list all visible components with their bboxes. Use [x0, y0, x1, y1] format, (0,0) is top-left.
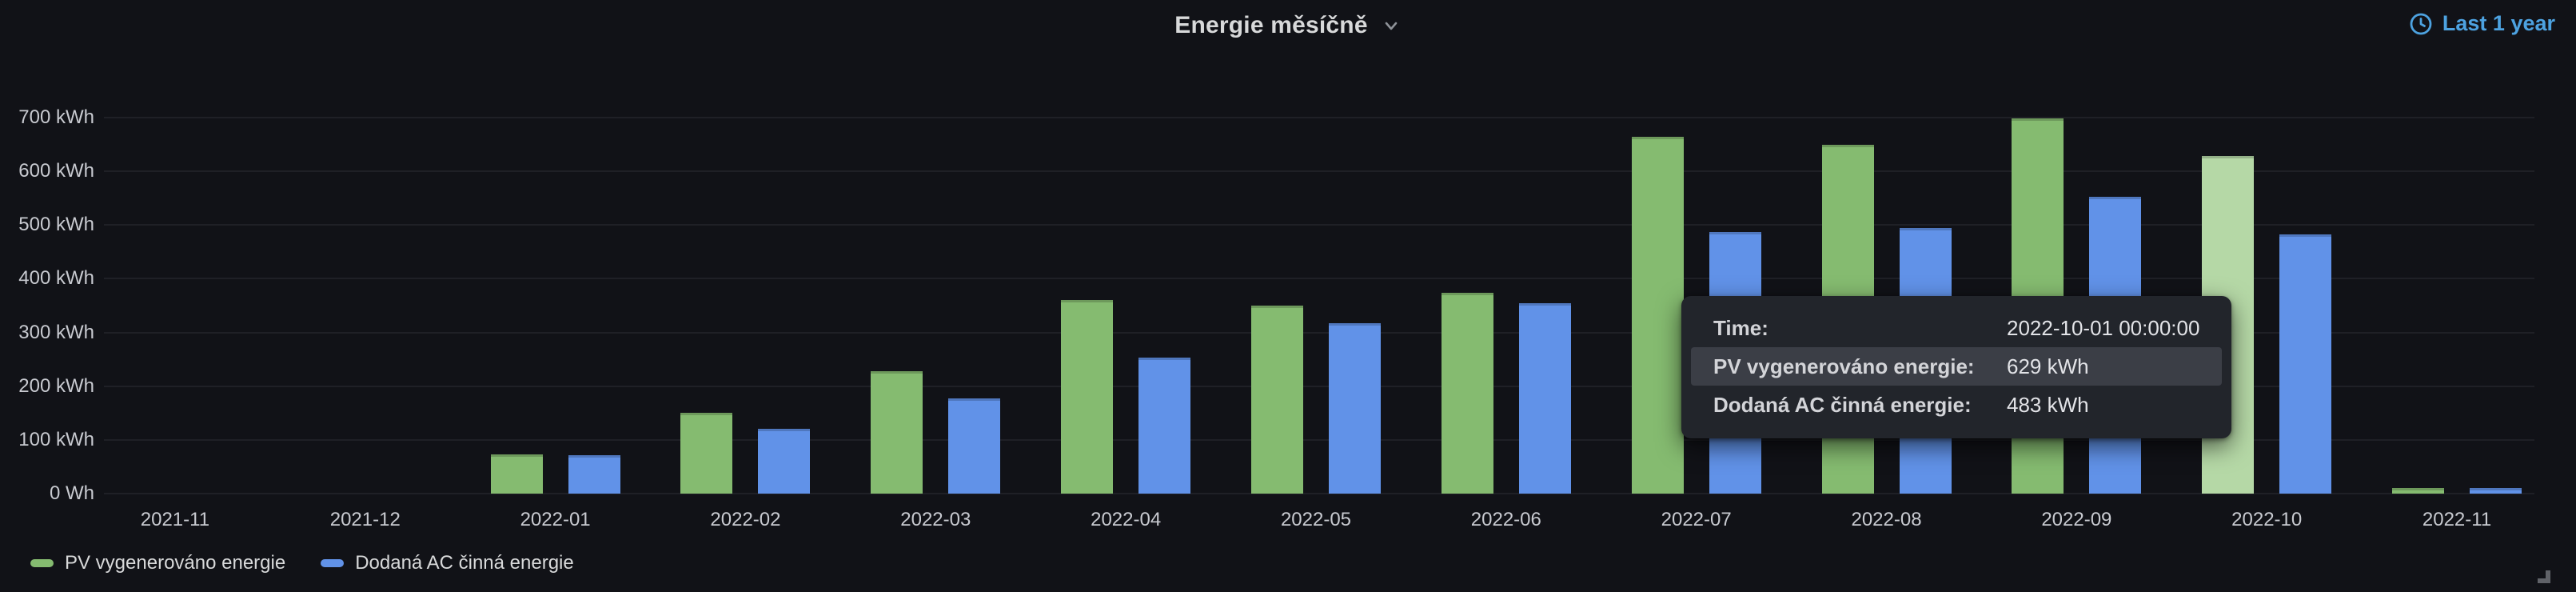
gridline [104, 438, 2534, 441]
bar-2022-02-pv[interactable] [680, 413, 733, 494]
bar-2022-10-ac[interactable] [2279, 234, 2332, 494]
x-axis-tick-label: 2022-07 [1661, 509, 1732, 530]
y-axis-tick-label: 600 kWh [18, 160, 94, 182]
gridline [104, 385, 2534, 387]
bar-2022-06-ac[interactable] [1518, 303, 1571, 494]
bar-2022-11-pv[interactable] [2392, 488, 2445, 494]
x-axis-tick-label: 2022-11 [2422, 509, 2492, 530]
legend-item-ac[interactable]: Dodaná AC činná energie [321, 552, 574, 574]
tooltip-label: PV vygenerováno energie: [1713, 354, 1975, 378]
x-axis-tick-label: 2021-11 [140, 509, 210, 530]
x-axis-tick-label: 2022-01 [520, 509, 591, 530]
bar-group-2022-11 [2362, 104, 2552, 494]
x-axis-tick-label: 2022-05 [1280, 509, 1352, 530]
panel-title-menu[interactable]: Energie měsíčně [1174, 12, 1401, 39]
bar-2022-04-ac[interactable] [1138, 358, 1191, 494]
legend-item-pv[interactable]: PV vygenerováno energie [30, 552, 285, 574]
tooltip-value: 483 kWh [2007, 392, 2089, 417]
bar-2022-06-pv[interactable] [1441, 293, 1493, 494]
bar-2022-05-pv[interactable] [1250, 306, 1303, 494]
bar-group-2022-05 [1221, 104, 1411, 494]
y-axis-tick-label: 100 kWh [18, 428, 94, 450]
bar-2022-11-ac[interactable] [2470, 488, 2522, 494]
tooltip-row-pv: PV vygenerováno energie: 629 kWh [1691, 347, 2222, 386]
x-axis-tick-label: 2022-10 [2231, 509, 2303, 530]
panel-header: Energie měsíčně [0, 10, 2576, 42]
x-axis-tick-label: 2022-03 [900, 509, 971, 530]
bar-2022-01-pv[interactable] [490, 454, 543, 494]
gridline [104, 493, 2534, 494]
y-axis-tick-label: 200 kWh [18, 374, 94, 397]
time-range-picker[interactable]: Last 1 year [2409, 11, 2555, 36]
x-axis-tick-label: 2022-04 [1091, 509, 1162, 530]
gridline [104, 117, 2534, 118]
x-axis-tick-label: 2022-06 [1470, 509, 1541, 530]
x-axis: 2021-11 2021-12 2022-01 2022-02 2022-03 2022-… [80, 509, 2552, 531]
bar-group-2022-04 [1031, 104, 1221, 494]
legend-label: PV vygenerováno energie [65, 552, 286, 574]
chart-tooltip: Time: 2022-10-01 00:00:00 PV vygenerován… [1681, 296, 2231, 438]
x-axis-tick-label: 2022-02 [710, 509, 781, 530]
panel-resize-handle[interactable] [2538, 570, 2550, 587]
bar-2022-04-pv[interactable] [1061, 300, 1114, 494]
bar-2022-05-ac[interactable] [1328, 323, 1381, 494]
legend: PV vygenerováno energie Dodaná AC činná … [30, 552, 574, 574]
tooltip-label: Dodaná AC činná energie: [1713, 392, 1972, 417]
bar-2022-01-ac[interactable] [568, 455, 620, 494]
bar-group-2022-01 [461, 104, 651, 494]
bar-group-2021-11 [80, 104, 270, 494]
bar-group-2021-12 [270, 104, 461, 494]
gridline [104, 170, 2534, 173]
y-axis-tick-label: 300 kWh [18, 321, 94, 343]
y-axis-tick-label: 500 kWh [18, 214, 94, 236]
tooltip-value: 629 kWh [2007, 354, 2089, 378]
x-axis-tick-label: 2022-09 [2041, 509, 2112, 530]
bar-2022-07-pv[interactable] [1631, 137, 1684, 494]
x-axis-tick-label: 2022-08 [1851, 509, 1922, 530]
y-axis-tick-label: 400 kWh [18, 267, 94, 290]
y-axis-tick-label: 700 kWh [18, 106, 94, 128]
time-range-label: Last 1 year [2442, 11, 2555, 35]
bar-group-2022-06 [1411, 104, 1601, 494]
bar-group-2022-02 [651, 104, 841, 494]
gridline [104, 224, 2534, 226]
legend-label: Dodaná AC činná energie [355, 552, 574, 574]
chevron-down-icon[interactable] [1381, 15, 1402, 36]
tooltip-row-time: Time: 2022-10-01 00:00:00 [1681, 309, 2231, 347]
x-axis-tick-label: 2021-12 [329, 509, 401, 530]
gridline [104, 331, 2534, 334]
legend-swatch-blue [321, 559, 345, 567]
panel-title: Energie měsíčně [1174, 12, 1368, 38]
legend-swatch-green [30, 559, 54, 567]
bar-2022-03-pv[interactable] [871, 371, 923, 494]
gridline [104, 278, 2534, 280]
bar-group-2022-03 [840, 104, 1031, 494]
bar-2022-03-ac[interactable] [948, 398, 1001, 494]
tooltip-label: Time: [1713, 315, 1769, 340]
clock-icon [2409, 12, 2433, 36]
tooltip-row-ac: Dodaná AC činná energie: 483 kWh [1681, 386, 2231, 424]
y-axis-tick-label: 0 Wh [49, 482, 94, 504]
tooltip-value: 2022-10-01 00:00:00 [2007, 315, 2200, 340]
bar-2022-02-ac[interactable] [758, 429, 811, 494]
